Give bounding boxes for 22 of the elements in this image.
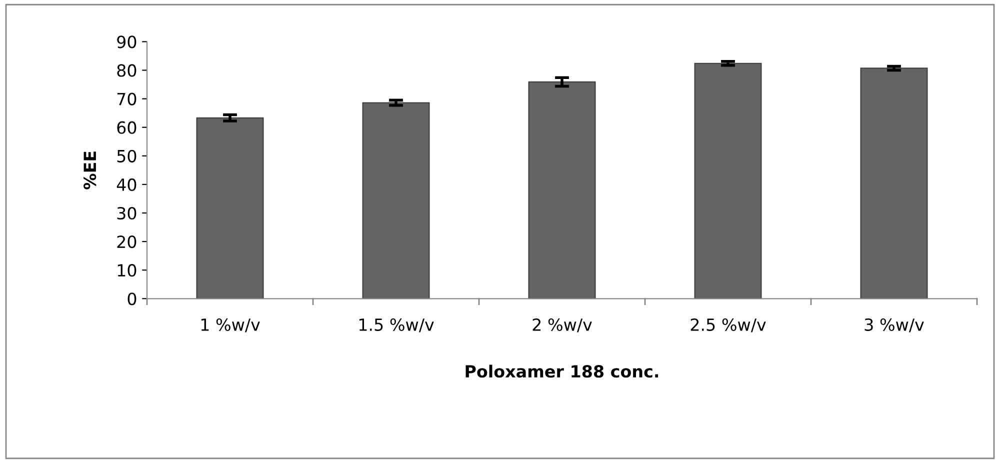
y-axis-title: %EE bbox=[84, 152, 96, 190]
y-tick-label: 90 bbox=[117, 36, 136, 48]
bar bbox=[860, 68, 928, 299]
y-tick-label: 50 bbox=[117, 150, 136, 162]
y-tick-label: 80 bbox=[117, 64, 136, 77]
y-tick-label: 30 bbox=[117, 206, 136, 220]
x-tick-label: 1 %w/v bbox=[201, 318, 260, 332]
x-tick-label: 3 %w/v bbox=[864, 318, 924, 332]
x-axis-title: Poloxamer 188 conc. bbox=[466, 364, 658, 378]
x-tick-label: 2.5 %w/v bbox=[690, 318, 766, 332]
y-tick-label: 0 bbox=[128, 292, 136, 306]
x-tick-label: 2 %w/v bbox=[532, 318, 592, 332]
bar bbox=[528, 81, 596, 299]
y-tick-label: 10 bbox=[118, 264, 136, 277]
bar bbox=[694, 62, 762, 299]
y-tick-label: 20 bbox=[117, 235, 136, 248]
y-tick-label: 70 bbox=[117, 92, 136, 106]
bar bbox=[362, 102, 430, 299]
bar bbox=[196, 117, 264, 299]
y-tick-label: 60 bbox=[117, 121, 136, 134]
x-tick-label: 1.5 %w/v bbox=[359, 318, 434, 332]
y-tick-label: 40 bbox=[116, 178, 136, 191]
